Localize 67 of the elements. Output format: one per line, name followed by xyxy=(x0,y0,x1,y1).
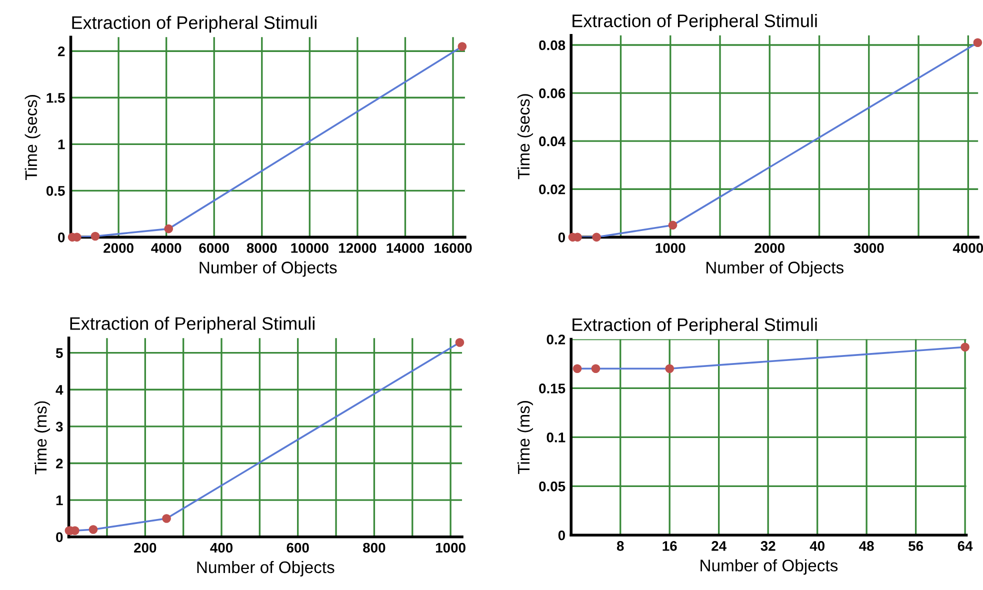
x-tick-label: 2000 xyxy=(104,243,134,253)
point xyxy=(668,220,678,230)
x-tick-label: 56 xyxy=(908,541,924,551)
x-tick-label: 6000 xyxy=(199,243,229,253)
y-tick-label: 0 xyxy=(558,232,565,242)
y-tick-label: 1.5 xyxy=(46,93,65,103)
x-tick-label: 600 xyxy=(286,542,309,553)
x-tick-label: 4000 xyxy=(151,243,182,253)
y-tick-label: 4 xyxy=(56,385,64,395)
y-axis-title: Time (ms) xyxy=(34,401,50,474)
x-tick-label: 200 xyxy=(134,542,156,553)
x-tick-label: 8 xyxy=(616,541,624,551)
y-tick-label: 0.02 xyxy=(539,184,566,194)
y-tick-label: 1 xyxy=(58,140,65,150)
point xyxy=(88,525,98,534)
x-axis-title: Number of Objects xyxy=(706,261,844,277)
y-tick-label: 0.04 xyxy=(539,136,566,146)
point xyxy=(90,232,100,241)
y-tick-label: 0.05 xyxy=(539,481,566,492)
y-tick-label: 2 xyxy=(56,458,63,468)
y-tick-label: 1 xyxy=(56,496,63,506)
point xyxy=(458,42,467,51)
y-tick-label: 3 xyxy=(56,422,63,432)
y-tick-label: 0 xyxy=(56,532,63,542)
y-tick-label: 2 xyxy=(58,46,65,56)
point xyxy=(455,338,464,347)
point xyxy=(164,224,174,234)
x-tick-label: 16000 xyxy=(434,243,472,253)
x-tick-label: 40 xyxy=(810,541,824,551)
x-tick-label: 24 xyxy=(712,541,726,551)
x-tick-label: 3000 xyxy=(854,243,884,253)
y-axis-title: Time (secs) xyxy=(517,94,533,180)
y-tick-label: 0 xyxy=(58,232,65,242)
x-tick-label: 8000 xyxy=(246,243,277,253)
point xyxy=(592,232,601,242)
chart-title: Extraction of Peripheral Stimuli xyxy=(572,14,817,31)
y-tick-label: 0.1 xyxy=(546,432,566,442)
x-tick-label: 400 xyxy=(210,542,233,553)
x-axis-title: Number of Objects xyxy=(200,261,337,277)
point xyxy=(162,514,171,523)
y-tick-label: 0 xyxy=(558,530,565,540)
x-tick-label: 4000 xyxy=(952,243,983,253)
x-tick-label: 2000 xyxy=(754,243,785,253)
y-tick-label: 0.06 xyxy=(539,88,566,98)
chart-title: Extraction of Peripheral Stimuli xyxy=(572,318,817,335)
y-axis-title: Time (ms) xyxy=(517,401,533,474)
x-tick-label: 10000 xyxy=(291,243,328,253)
y-tick-label: 0.5 xyxy=(46,186,65,196)
point xyxy=(973,38,982,47)
y-axis-title: Time (secs) xyxy=(24,95,40,180)
chart-title: Extraction of Peripheral Stimuli xyxy=(70,316,314,334)
x-tick-label: 48 xyxy=(859,541,874,551)
y-tick-label: 5 xyxy=(56,348,63,358)
x-tick-label: 32 xyxy=(760,541,776,551)
x-tick-label: 16 xyxy=(662,541,677,551)
x-tick-label: 800 xyxy=(363,542,386,553)
x-tick-label: 14000 xyxy=(386,243,424,253)
x-tick-label: 64 xyxy=(958,541,973,551)
x-axis-title: Number of Objects xyxy=(197,560,334,576)
y-tick-label: 0.2 xyxy=(546,334,566,344)
x-tick-label: 12000 xyxy=(339,243,376,253)
x-tick-label: 1000 xyxy=(436,542,466,553)
y-tick-label: 0.08 xyxy=(539,40,566,50)
x-tick-label: 1000 xyxy=(656,243,686,253)
y-tick-label: 0.15 xyxy=(539,384,566,394)
chart-title: Extraction of Peripheral Stimuli xyxy=(72,16,316,33)
x-axis-title: Number of Objects xyxy=(700,559,838,575)
